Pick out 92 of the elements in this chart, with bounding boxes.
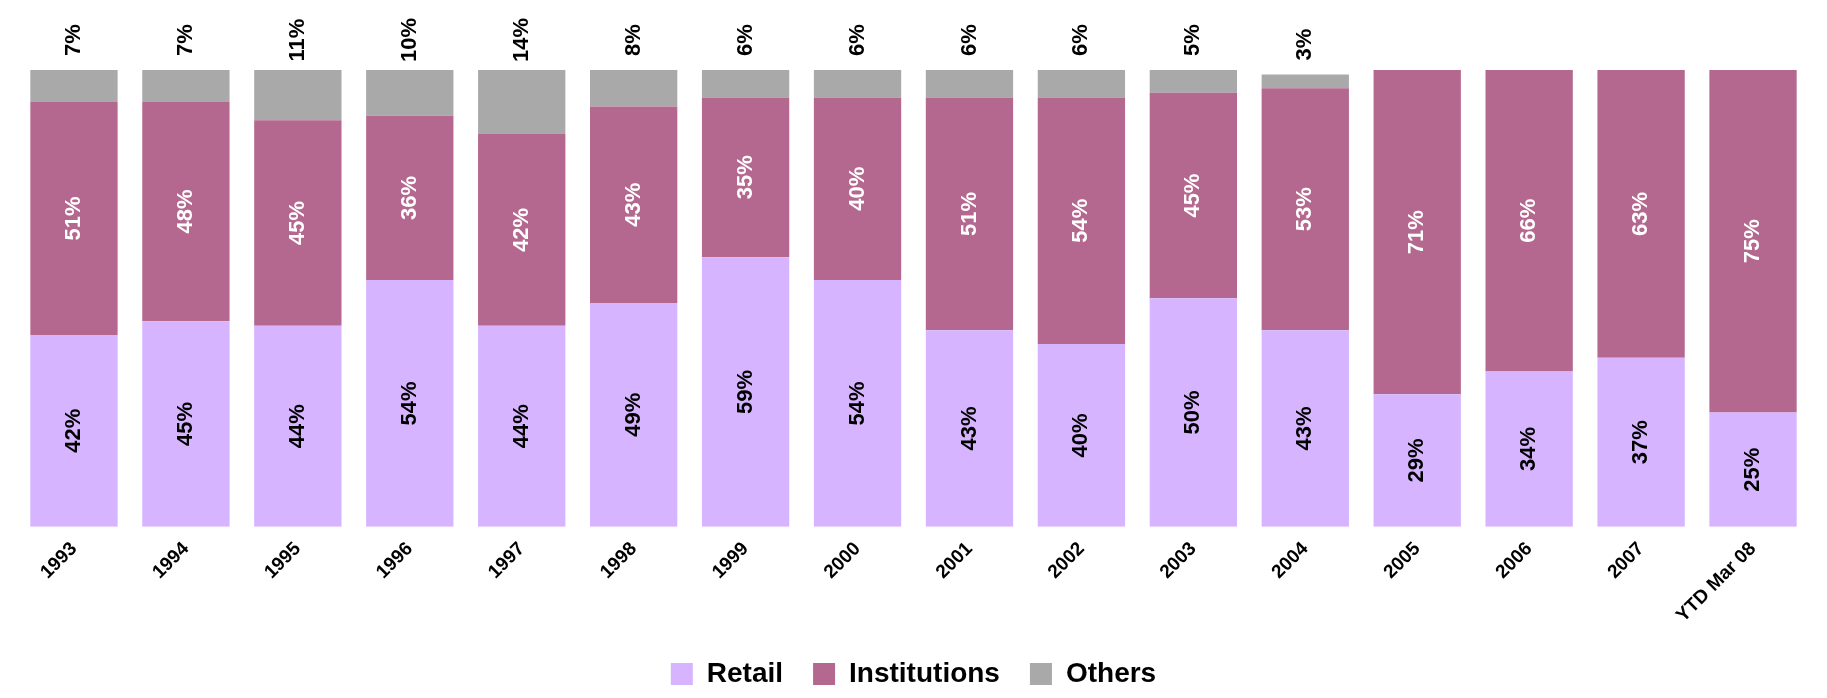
bar [1597, 357, 1685, 527]
bar [254, 70, 342, 121]
bar [366, 280, 454, 527]
legend-label: Retail [706, 656, 784, 688]
bar [142, 101, 230, 322]
data-label: 10% [395, 17, 421, 63]
bar [925, 97, 1014, 331]
data-label: 66% [1515, 198, 1541, 243]
bar [366, 70, 454, 116]
bar [366, 115, 454, 281]
bar [813, 70, 902, 98]
data-label: 49% [619, 392, 645, 437]
data-label: 51% [60, 196, 86, 241]
bar [590, 302, 678, 527]
data-label: 45% [1179, 173, 1205, 218]
data-label: 36% [395, 175, 421, 220]
bar [1709, 412, 1797, 527]
bar [30, 334, 118, 527]
data-label: 34% [1515, 427, 1541, 472]
data-label: 42% [60, 408, 86, 453]
bar [1709, 70, 1797, 413]
bar [1261, 74, 1349, 89]
data-label: 35% [731, 155, 757, 200]
bar [813, 97, 902, 281]
data-label: 5% [1179, 24, 1205, 56]
data-label: 40% [1067, 413, 1093, 458]
bar [590, 106, 678, 303]
data-label: 43% [955, 406, 981, 451]
data-label: 6% [1067, 24, 1093, 56]
data-label: 44% [283, 404, 309, 449]
bar [925, 70, 1014, 98]
data-label: 7% [171, 24, 197, 56]
data-label: 6% [955, 24, 981, 56]
bar [254, 120, 342, 326]
data-label: 43% [1291, 406, 1317, 451]
data-label: 37% [1627, 420, 1653, 465]
data-label: 45% [171, 401, 197, 446]
bar [1037, 97, 1126, 345]
data-label: 42% [507, 207, 533, 252]
legend-label: Others [1065, 656, 1157, 688]
bar [925, 330, 1014, 527]
bar [478, 325, 566, 527]
data-label: 25% [1739, 447, 1765, 492]
bar [142, 70, 230, 102]
bar [1037, 344, 1126, 527]
bar [1149, 298, 1237, 527]
legend-label: Institutions [849, 656, 1000, 688]
data-label: 54% [1067, 198, 1093, 243]
data-label: 43% [619, 182, 645, 227]
bar [1261, 88, 1349, 331]
data-label: 59% [731, 369, 757, 414]
data-label: 71% [1403, 210, 1429, 255]
data-label: 29% [1403, 438, 1429, 483]
data-label: 50% [1179, 390, 1205, 435]
data-label: 54% [843, 381, 869, 426]
data-label: 40% [843, 166, 869, 211]
bar [701, 257, 790, 527]
bar [590, 70, 678, 107]
bar [813, 280, 902, 527]
data-label: 8% [619, 24, 645, 56]
x-tick-label: YTD Mar 08 [1671, 537, 1760, 626]
bar [478, 133, 566, 326]
data-label: 75% [1739, 219, 1765, 264]
data-label: 6% [731, 24, 757, 56]
data-label: 3% [1291, 28, 1317, 61]
bar [30, 101, 118, 335]
bar [1037, 70, 1126, 98]
bar [701, 97, 790, 258]
data-label: 48% [171, 189, 197, 234]
bar [1485, 371, 1573, 527]
data-label: 11% [283, 18, 309, 62]
data-label: 63% [1627, 191, 1653, 236]
bar [142, 321, 230, 527]
bar [30, 70, 118, 102]
data-label: 14% [507, 17, 533, 63]
data-label: 45% [283, 200, 309, 246]
data-label: 6% [843, 24, 869, 56]
bar [701, 70, 790, 98]
data-label: 54% [395, 381, 421, 426]
bar [1485, 70, 1573, 372]
bar [1261, 330, 1349, 527]
data-label: 53% [1291, 187, 1317, 232]
data-label: 44% [507, 404, 533, 449]
data-label: 7% [60, 24, 86, 56]
bar [478, 70, 566, 134]
bar [1597, 70, 1685, 358]
bar [1373, 394, 1461, 527]
bar [1149, 70, 1237, 93]
bar [254, 325, 342, 527]
bar [1149, 92, 1237, 299]
bar [1373, 70, 1461, 395]
data-label: 51% [955, 191, 981, 236]
